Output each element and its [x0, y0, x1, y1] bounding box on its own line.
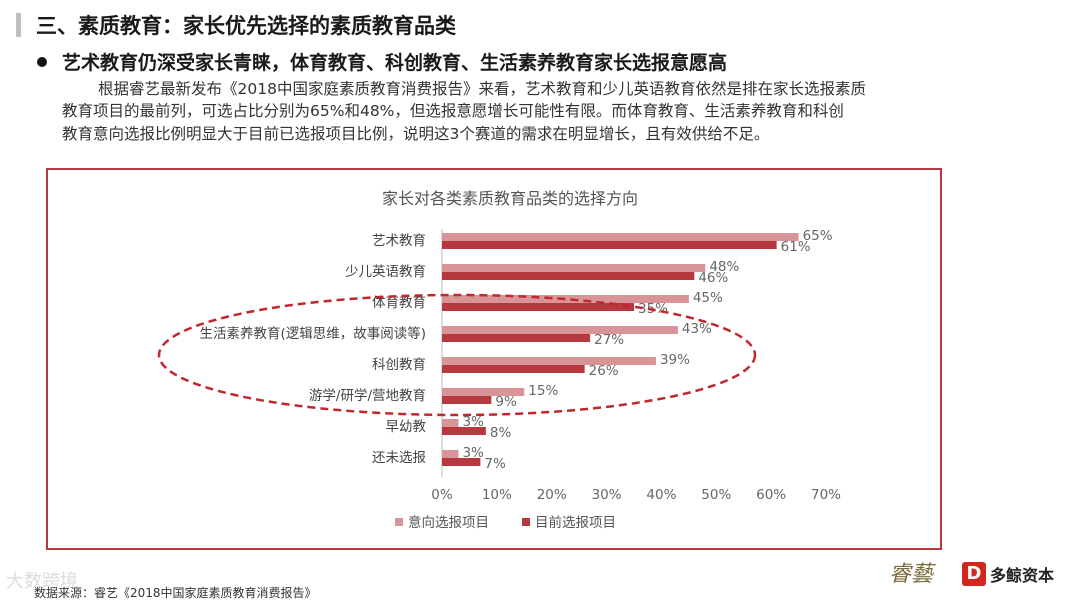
data-label: 9% — [495, 394, 517, 410]
data-label: 45% — [693, 290, 723, 306]
page-title: 三、素质教育：家长优先选择的素质教育品类 — [36, 14, 456, 38]
bar-current — [442, 458, 481, 466]
category-label: 游学/研学/营地教育 — [309, 388, 426, 404]
x-tick-label: 50% — [701, 487, 731, 503]
category-label: 科创教育 — [372, 357, 426, 373]
bar-intended — [442, 450, 459, 458]
bar-current — [442, 365, 585, 373]
bar-current — [442, 241, 777, 249]
category-label: 体育教育 — [372, 295, 426, 311]
x-tick-label: 40% — [646, 487, 676, 503]
x-tick-label: 20% — [537, 487, 567, 503]
ruiyi-logo: 睿藝 — [889, 562, 934, 587]
data-label: 27% — [594, 332, 624, 348]
bullet-icon — [37, 57, 47, 67]
source-note: 数据来源：睿艺《2018中国家庭素质教育消费报告》 — [34, 586, 317, 600]
duojing-logo-text: 多鲸资本 — [990, 566, 1055, 585]
x-tick-label: 0% — [431, 487, 453, 503]
legend-swatch — [395, 518, 403, 526]
data-label: 3% — [462, 445, 484, 461]
category-label: 还未选报 — [372, 450, 426, 466]
bar-current — [442, 272, 695, 280]
data-label: 46% — [698, 270, 728, 286]
category-label: 艺术教育 — [372, 233, 426, 249]
data-label: 61% — [781, 239, 811, 255]
legend-label: 意向选报项目 — [408, 514, 489, 531]
data-label: 3% — [462, 414, 484, 430]
data-label: 8% — [490, 425, 512, 441]
paragraph-line-1: 根据睿艺最新发布《2018中国家庭素质教育消费报告》来看，艺术教育和少儿英语教育… — [98, 80, 866, 98]
x-tick-label: 30% — [592, 487, 622, 503]
data-label: 65% — [803, 228, 833, 244]
data-label: 7% — [484, 456, 506, 472]
bar-intended — [442, 357, 656, 365]
x-tick-label: 70% — [811, 487, 841, 503]
chart-frame: 家长对各类素质教育品类的选择方向艺术教育 65% 61% 少儿英语教育 48% 46% 体育… — [46, 168, 942, 550]
data-label: 26% — [589, 363, 619, 379]
paragraph-line-3: 教育意向选报比例明显大于目前已选报项目比例，说明这3个赛道的需求在明显增长，且有… — [62, 125, 770, 143]
watermark: 大数跨境 — [6, 571, 78, 592]
bar-intended — [442, 264, 706, 272]
section-bullet: 艺术教育仍深受家长青睐，体育教育、科创教育、生活素养教育家长选报意愿高 — [62, 52, 728, 74]
data-label: 43% — [682, 321, 712, 337]
legend-swatch — [522, 518, 530, 526]
title-accent-bar — [16, 13, 21, 37]
data-label: 15% — [528, 383, 558, 399]
legend-label: 目前选报项目 — [535, 514, 616, 531]
x-tick-label: 10% — [482, 487, 512, 503]
bar-intended — [442, 233, 799, 241]
category-label: 少儿英语教育 — [345, 263, 426, 280]
bar-current — [442, 303, 634, 311]
paragraph-line-2: 教育项目的最前列，可选占比分别为65%和48%，但选报意愿增长可能性有限。而体育… — [62, 102, 844, 120]
bar-current — [442, 334, 591, 342]
chart-title: 家长对各类素质教育品类的选择方向 — [382, 189, 638, 208]
bar-intended — [442, 388, 525, 396]
bar-current — [442, 427, 486, 435]
category-label: 生活素养教育(逻辑思维，故事阅读等) — [199, 325, 426, 342]
bar-intended — [442, 326, 678, 334]
category-label: 早幼教 — [386, 419, 427, 435]
bar-current — [442, 396, 492, 404]
data-label: 48% — [709, 259, 739, 275]
data-label: 39% — [660, 352, 690, 368]
bar-intended — [442, 419, 459, 427]
x-tick-label: 60% — [756, 487, 786, 503]
duojing-logo-icon: D — [962, 562, 986, 586]
highlight-ellipse — [157, 293, 757, 417]
